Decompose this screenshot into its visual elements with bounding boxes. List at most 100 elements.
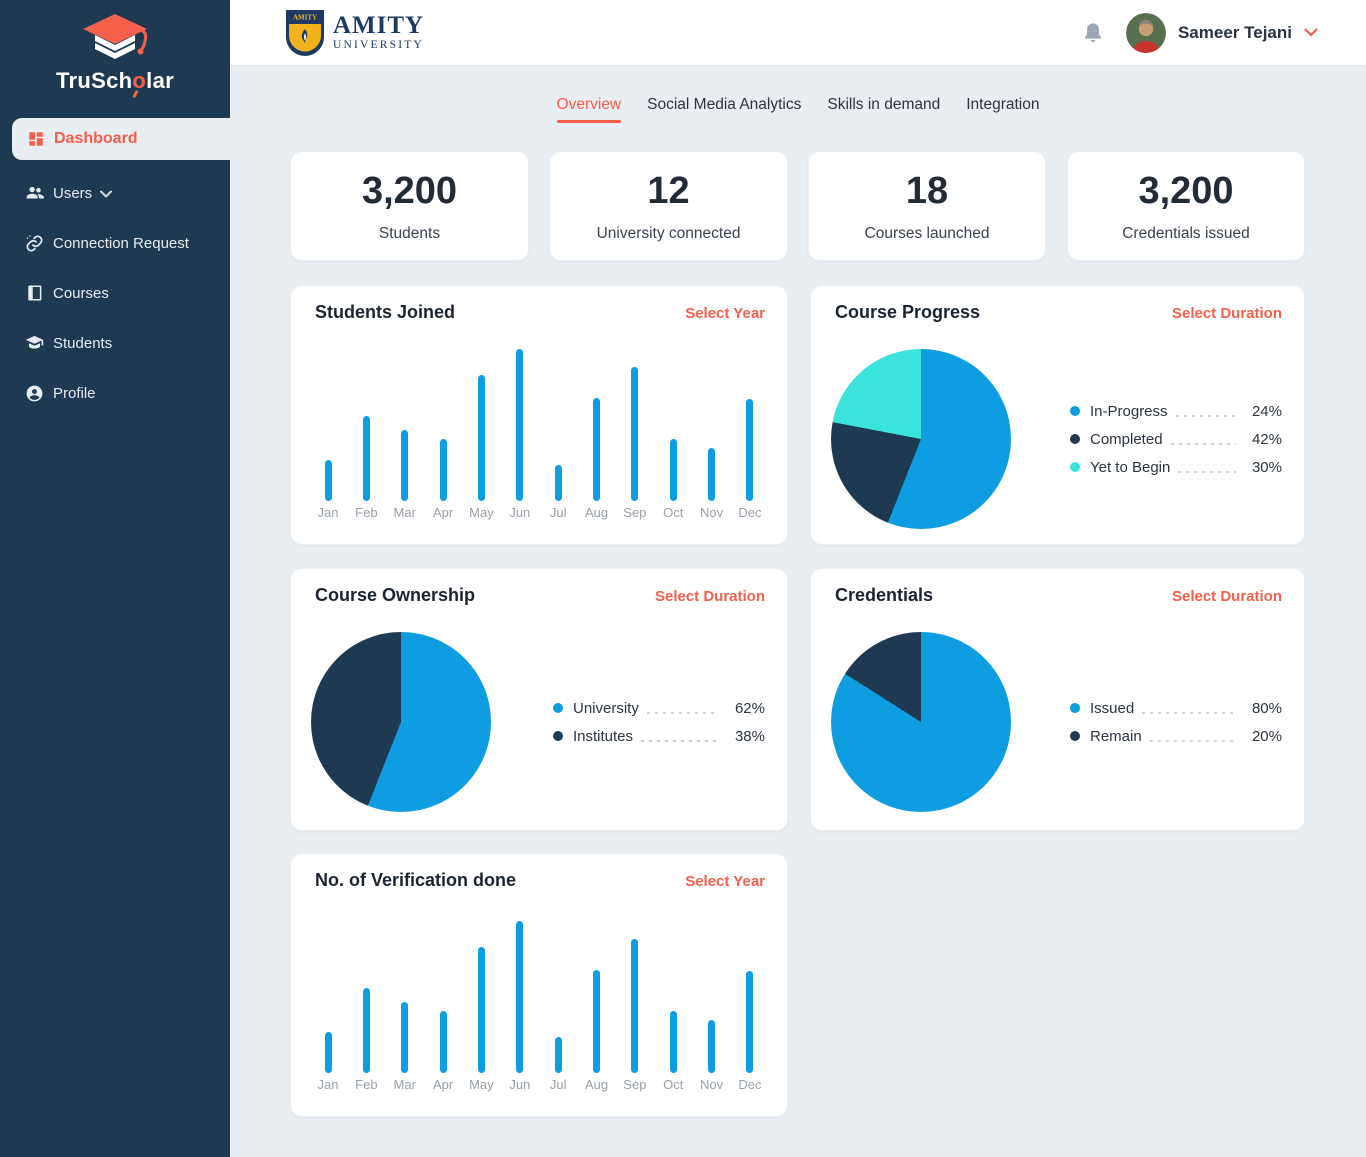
legend-value: 30%: [1251, 458, 1282, 476]
legend-leader: [1142, 712, 1236, 714]
legend-label: Yet to Begin: [1090, 458, 1171, 476]
amity-university-text: AMITY UNIVERSITY: [333, 13, 424, 52]
bar: [324, 1032, 332, 1073]
legend-label: Institutes: [573, 727, 634, 745]
sidebar-item-label: Courses: [53, 284, 109, 302]
bar-column: Jun: [505, 344, 535, 522]
legend-row: In-Progress 24%: [1070, 397, 1282, 425]
topbar-actions: Sameer Tejani: [1082, 12, 1318, 53]
bar-column: Jun: [505, 912, 535, 1094]
legend-row: Yet to Begin 30%: [1070, 453, 1282, 481]
bar: [708, 448, 716, 501]
legend-leader: [1149, 740, 1236, 742]
bar-label: Oct: [663, 505, 684, 520]
bar: [593, 970, 601, 1073]
bar-column: Jan: [313, 344, 343, 522]
sidebar-item-label: Profile: [53, 384, 96, 402]
bar-column: Sep: [620, 912, 650, 1094]
sidebar-item-label: Dashboard: [54, 130, 138, 147]
brand-wordmark: TruScholar: [56, 68, 174, 94]
bar-column: Jul: [543, 912, 573, 1094]
sidebar-item-profile[interactable]: Profile: [0, 368, 230, 418]
bar-label: Mar: [393, 1077, 416, 1092]
legend-value: 80%: [1251, 699, 1282, 717]
sidebar-item-users[interactable]: Users: [0, 168, 230, 218]
tab-social-media-analytics[interactable]: Social Media Analytics: [647, 96, 801, 123]
sidebar-item-dashboard[interactable]: Dashboard: [12, 118, 230, 160]
bar-label: May: [469, 1077, 494, 1092]
tab-skills-in-demand[interactable]: Skills in demand: [827, 96, 940, 123]
card-title: Students Joined: [315, 302, 456, 322]
tab-overview[interactable]: Overview: [556, 96, 622, 123]
legend-dot: [1070, 731, 1080, 741]
verification-done-card: No. of Verification done Select Year Jan…: [290, 853, 788, 1117]
verification-done-bar-chart: Jan Feb Mar Apr May Jun Jul Aug Sep Oct Nov Dec: [313, 912, 765, 1094]
bar-label: Nov: [700, 1077, 724, 1092]
bar-label: Feb: [355, 1077, 378, 1092]
top-bar: AMITY AMITY UNIVERSITY: [230, 0, 1366, 66]
legend-row: Completed 42%: [1070, 425, 1282, 453]
bar-column: Nov: [697, 344, 727, 522]
stat-value: 3,200: [361, 169, 458, 212]
profile-icon: [25, 384, 44, 403]
course-progress-legend: In-Progress 24% Completed 42% Yet to Beg…: [1070, 397, 1282, 481]
bar-label: Jul: [549, 505, 567, 520]
bar-label: Jan: [317, 505, 339, 520]
bar: [708, 1020, 716, 1073]
stat-card-credentials-issued: 3,200 Credentials issued: [1067, 151, 1305, 261]
sidebar-item-students[interactable]: Students: [0, 318, 230, 368]
bar-label: Sep: [623, 1077, 647, 1092]
chevron-down-icon: [1304, 28, 1318, 37]
bar-label: May: [469, 505, 494, 520]
bar-column: Feb: [351, 912, 381, 1094]
select-duration-button[interactable]: Select Duration: [654, 588, 765, 605]
legend-dot: [1070, 434, 1080, 444]
bar-label: Dec: [738, 505, 762, 520]
credentials-card: Credentials Select Duration Issued 80% R…: [810, 568, 1305, 831]
legend-label: In-Progress: [1090, 402, 1168, 420]
bar-column: Dec: [735, 912, 765, 1094]
credentials-pie: [831, 632, 1011, 812]
legend-leader: [641, 740, 719, 742]
bar: [593, 398, 601, 501]
user-menu[interactable]: Sameer Tejani: [1125, 12, 1318, 53]
sidebar-item-label: Users: [53, 184, 93, 202]
legend-leader: [1170, 443, 1236, 445]
truscholar-logo: TruScholar: [0, 0, 230, 94]
sidebar-item-courses[interactable]: Courses: [0, 268, 230, 318]
bar: [669, 439, 677, 501]
bar-column: Mar: [390, 912, 420, 1094]
tab-label: Skills in demand: [827, 96, 941, 113]
legend-dot: [553, 731, 563, 741]
bar: [401, 1002, 409, 1073]
select-duration-button[interactable]: Select Duration: [1171, 588, 1282, 605]
main-content: Overview Social Media Analytics Skills i…: [230, 66, 1366, 1157]
bar-column: May: [466, 912, 496, 1094]
bar: [631, 367, 639, 501]
user-avatar: [1125, 12, 1166, 53]
bar: [516, 349, 524, 501]
bar-column: May: [466, 344, 496, 522]
stat-label: Credentials issued: [1122, 224, 1250, 242]
sidebar-item-connection-request[interactable]: Connection Request: [0, 218, 230, 268]
bar-label: Mar: [393, 505, 416, 520]
bell-icon[interactable]: [1082, 21, 1104, 45]
credentials-legend: Issued 80% Remain 20%: [1070, 694, 1282, 750]
bar: [746, 399, 754, 501]
legend-dot: [1070, 703, 1080, 713]
link-icon: [25, 234, 44, 253]
select-duration-button[interactable]: Select Duration: [1171, 305, 1282, 322]
bar-column: Jul: [543, 344, 573, 522]
tab-integration[interactable]: Integration: [966, 96, 1039, 123]
legend-value: 62%: [734, 699, 765, 717]
select-year-button[interactable]: Select Year: [685, 305, 765, 322]
brand-text: lar: [146, 68, 174, 93]
select-year-button[interactable]: Select Year: [685, 873, 765, 890]
bar-label: Jun: [509, 1077, 531, 1092]
bar: [631, 939, 639, 1073]
svg-text:AMITY: AMITY: [293, 13, 317, 21]
course-ownership-pie: [311, 632, 491, 812]
card-title: Course Ownership: [315, 585, 476, 605]
bar: [401, 430, 409, 501]
university-name: AMITY: [333, 12, 425, 40]
